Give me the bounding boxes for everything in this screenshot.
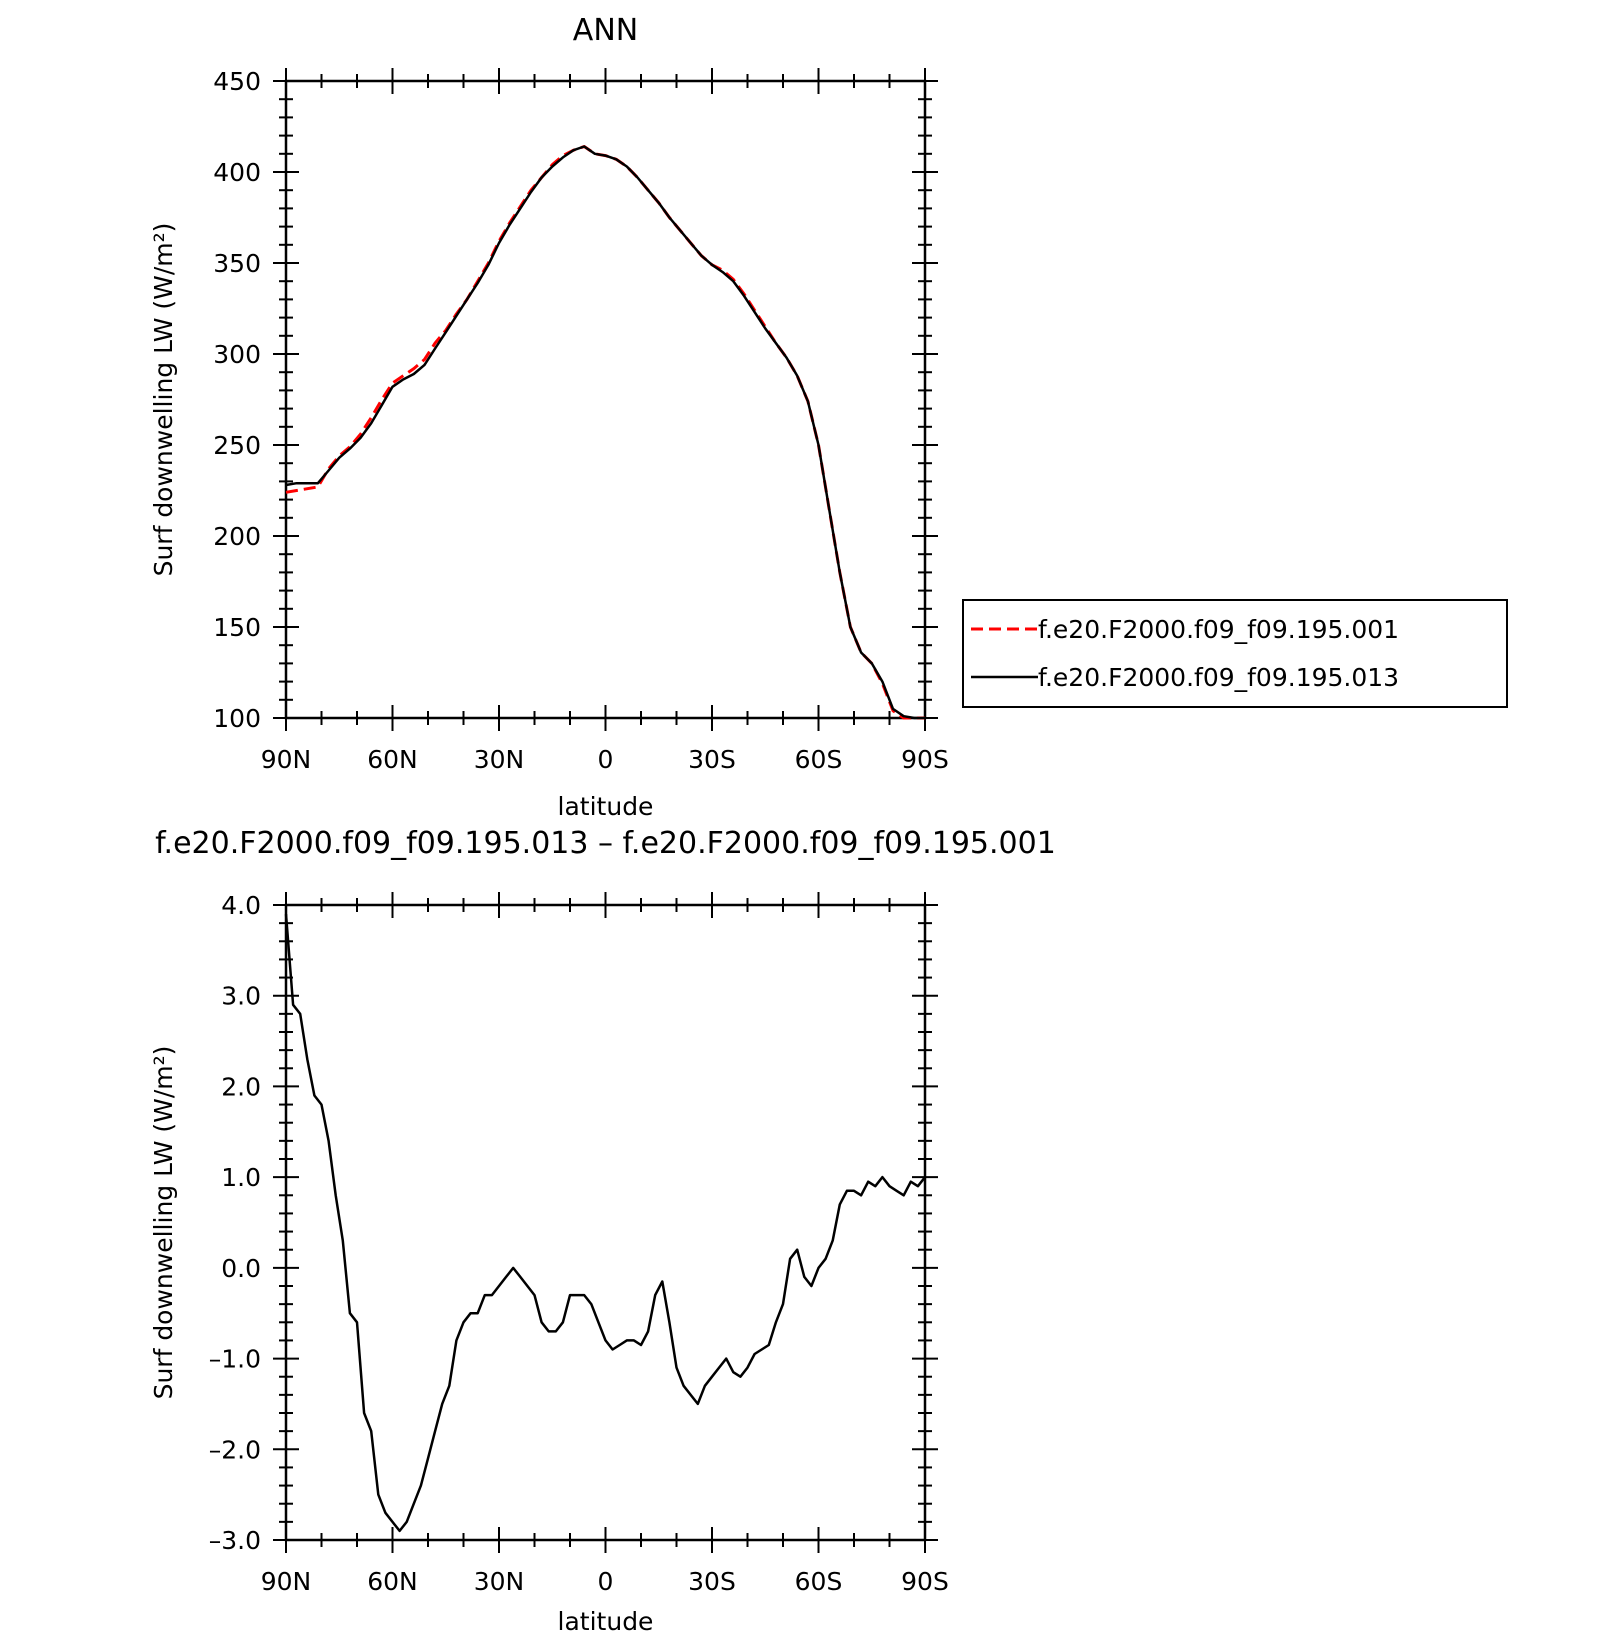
y-tick-label: 300 (213, 340, 261, 369)
series-line-black (284, 914, 926, 1533)
x-tick-label: 0 (598, 1567, 614, 1596)
plot-frame (284, 79, 927, 720)
y-tick-label: –3.0 (209, 1526, 261, 1555)
x-tick-label: 30N (474, 745, 525, 774)
y-tick-label: 350 (213, 249, 261, 278)
x-axis-label: latitude (558, 792, 654, 821)
y-tick-label: 150 (213, 613, 261, 642)
x-tick-label: 60N (367, 745, 418, 774)
y-tick-label: –1.0 (209, 1345, 261, 1374)
x-tick-label: 60S (795, 1567, 843, 1596)
plot-frame (284, 903, 927, 1542)
series-line-black (285, 145, 925, 720)
x-tick-label: 90S (901, 745, 949, 774)
series-line-red (285, 145, 925, 720)
legend-label: f.e20.F2000.f09_f09.195.001 (1038, 615, 1399, 644)
x-tick-label: 30S (688, 1567, 736, 1596)
x-tick-label: 90S (901, 1567, 949, 1596)
y-tick-label: 0.0 (221, 1254, 261, 1283)
top-panel: 90N 60N 30N 0 30S 60S 90S 100 150 200 250 300 350 400… (149, 13, 1508, 821)
x-tick-label: 90N (261, 1567, 312, 1596)
y-tick-label: 2.0 (221, 1072, 261, 1101)
y-tick-label: 200 (213, 522, 261, 551)
y-tick-label: 100 (213, 704, 261, 733)
legend-label: f.e20.F2000.f09_f09.195.013 (1038, 663, 1399, 692)
x-tick-label: 60S (795, 745, 843, 774)
x-tick-label: 60N (367, 1567, 418, 1596)
y-axis-label: Surf downwelling LW (W/m²) (149, 1046, 178, 1400)
x-tick-label: 30S (688, 745, 736, 774)
x-tick-label: 90N (261, 745, 312, 774)
x-axis-label: latitude (558, 1607, 654, 1635)
y-tick-label: 4.0 (221, 891, 261, 920)
y-tick-label: 250 (213, 431, 261, 460)
y-tick-label: 3.0 (221, 982, 261, 1011)
y-tick-label: 400 (213, 158, 261, 187)
chart-title: f.e20.F2000.f09_f09.195.013 – f.e20.F200… (155, 826, 1056, 861)
legend-box (962, 599, 1508, 708)
bottom-panel: 90N 60N 30N 0 30S 60S 90S –3.0 –2.0 –1.0 0.0 1.0 2.0… (149, 826, 1056, 1635)
x-tick-label: 0 (598, 745, 614, 774)
y-tick-label: 450 (213, 67, 261, 96)
chart-title: ANN (573, 13, 638, 48)
y-tick-label: –2.0 (209, 1435, 261, 1464)
y-tick-label: 1.0 (221, 1163, 261, 1192)
y-axis-label: Surf downwelling LW (W/m²) (149, 223, 178, 577)
x-tick-label: 30N (474, 1567, 525, 1596)
